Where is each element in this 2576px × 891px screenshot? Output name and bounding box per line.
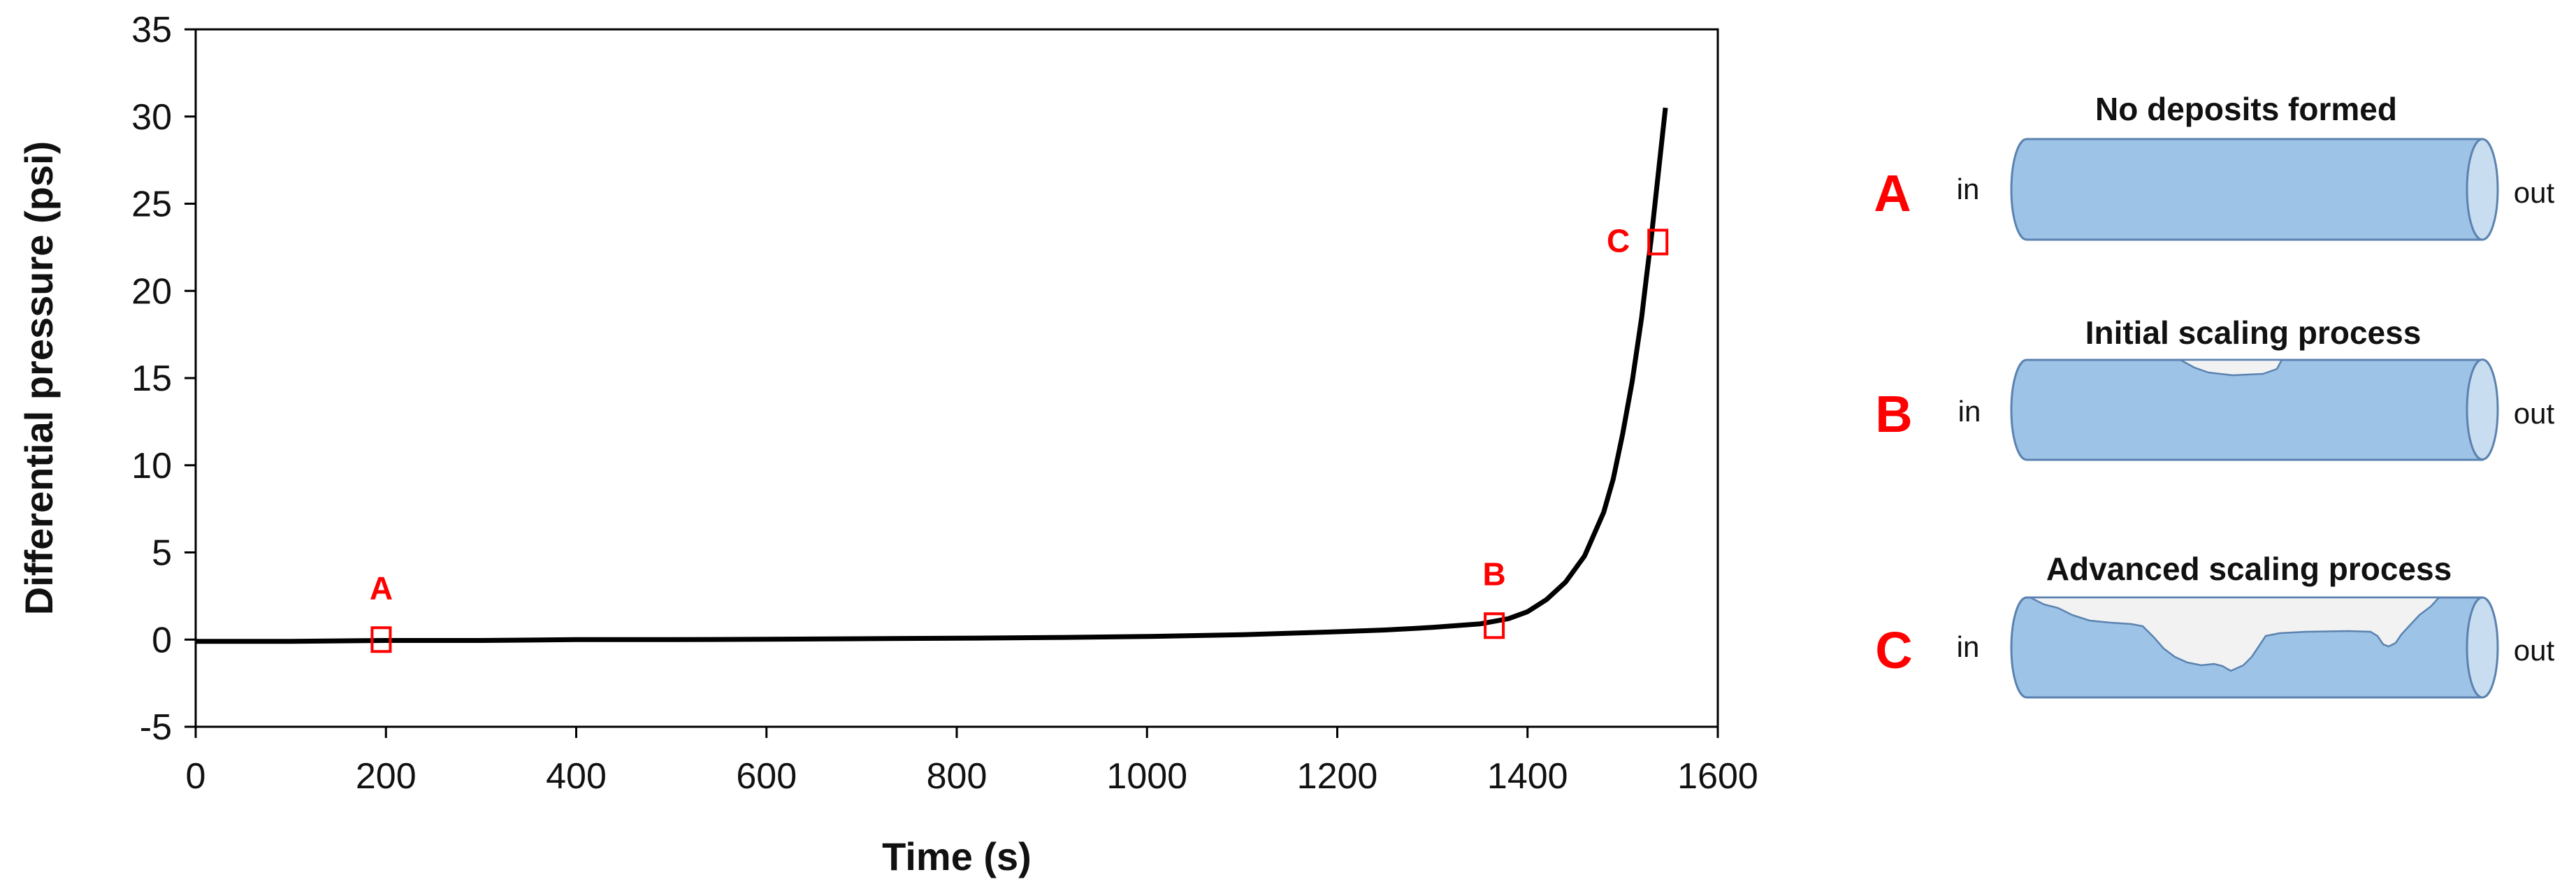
deposit-b — [2180, 358, 2284, 377]
stage-c-schematic: C Advanced scaling process in out — [1875, 551, 2555, 699]
pipe-b-outlet-end — [2466, 358, 2499, 461]
chart-plot-area: -5 0 5 10 15 20 25 30 35 0 200 400 600 800 1000 1200 14… — [131, 10, 1758, 797]
y-tick-label-6: 25 — [131, 184, 172, 225]
stage-markers: A B C — [370, 222, 1669, 653]
pipe-c-outlet-end — [2466, 596, 2499, 699]
stage-letter-b: B — [1875, 385, 1912, 443]
y-tick-label-0: -5 — [140, 707, 172, 748]
x-tick-label-7: 1400 — [1487, 756, 1568, 797]
y-axis-title: Differential pressure (psi) — [17, 141, 61, 615]
deposit-c — [2029, 596, 2441, 672]
stage-b-schematic: B Initial scaling process in out — [1875, 314, 2555, 461]
y-tick-label-7: 30 — [131, 97, 172, 138]
y-tick-label-3: 10 — [131, 446, 172, 486]
y-axis: -5 0 5 10 15 20 25 30 35 — [131, 10, 196, 748]
y-tick-label-4: 15 — [131, 358, 172, 399]
x-axis-title: Time (s) — [882, 834, 1032, 878]
stage-title-c: Advanced scaling process — [2046, 551, 2452, 587]
inlet-label-b: in — [1958, 395, 1981, 428]
stage-title-b: Initial scaling process — [2085, 314, 2422, 351]
inlet-label-a: in — [1957, 173, 1980, 205]
pipe-b — [2010, 358, 2484, 461]
marker-label-c: C — [1607, 222, 1630, 259]
outlet-label-b: out — [2514, 397, 2555, 430]
outlet-label-a: out — [2514, 176, 2555, 209]
marker-box-a — [370, 626, 392, 653]
x-tick-label-6: 1200 — [1297, 756, 1378, 797]
y-tick-label-8: 35 — [131, 10, 172, 50]
marker-label-a: A — [370, 570, 393, 606]
stage-letter-c: C — [1875, 621, 1912, 679]
y-tick-label-5: 20 — [131, 271, 172, 312]
pipe-a-outlet-end — [2466, 138, 2499, 241]
stage-letter-a: A — [1874, 164, 1911, 222]
x-tick-label-4: 800 — [927, 756, 987, 797]
x-axis: 0 200 400 600 800 1000 1200 1400 1600 — [186, 727, 1758, 797]
x-tick-label-0: 0 — [186, 756, 206, 797]
x-tick-label-8: 1600 — [1677, 756, 1758, 797]
x-tick-label-3: 600 — [736, 756, 797, 797]
marker-box-c — [1647, 229, 1669, 256]
x-tick-label-1: 200 — [356, 756, 417, 797]
series-line-differential-pressure — [196, 107, 1668, 644]
inlet-label-c: in — [1957, 630, 1980, 663]
outlet-label-c: out — [2514, 634, 2555, 667]
pipe-a — [2010, 138, 2484, 241]
stage-title-a: No deposits formed — [2095, 91, 2397, 127]
y-tick-label-1: 0 — [152, 620, 172, 660]
marker-label-b: B — [1482, 556, 1505, 592]
y-tick-label-2: 5 — [152, 533, 172, 574]
x-tick-label-5: 1000 — [1106, 756, 1187, 797]
x-tick-label-2: 400 — [546, 756, 607, 797]
marker-box-b — [1484, 612, 1505, 639]
stage-a-schematic: A No deposits formed in out — [1874, 91, 2555, 241]
